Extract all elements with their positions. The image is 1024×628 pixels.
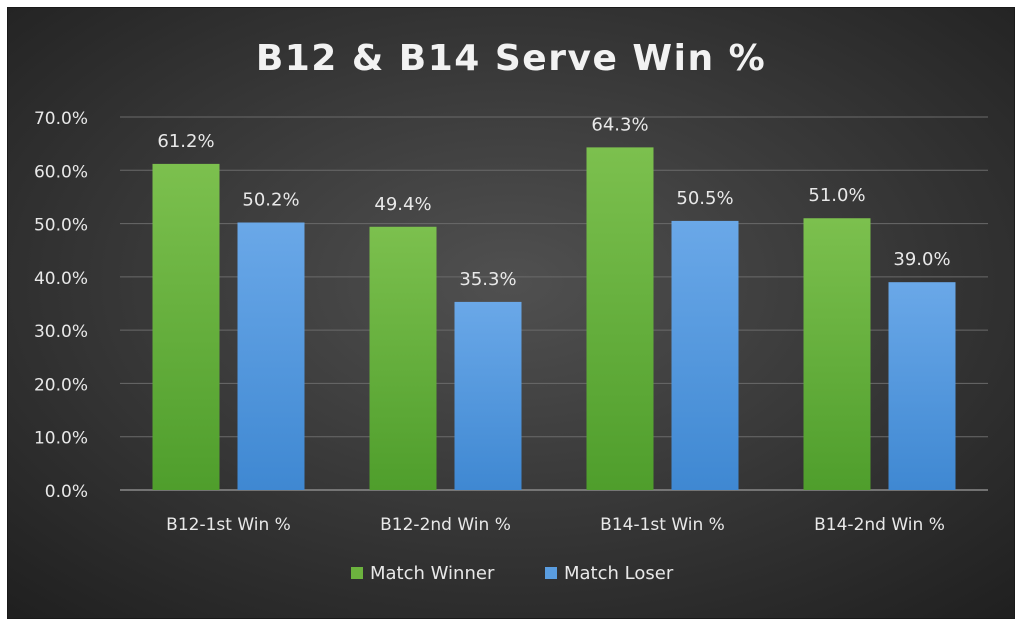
- bar-match-loser-1: [237, 222, 305, 490]
- legend-swatch-match-winner: [351, 567, 363, 579]
- bar-match-loser-3: [671, 220, 739, 490]
- data-label: 64.3%: [591, 114, 648, 135]
- data-label: 50.5%: [676, 188, 733, 209]
- y-tick-label: 10.0%: [34, 429, 88, 449]
- data-label: 35.3%: [459, 269, 516, 290]
- legend-label: Match Winner: [370, 563, 495, 584]
- y-axis-ticks: 0.0% 10.0% 20.0% 30.0% 40.0% 50.0% 60.0% 70.0%: [34, 109, 88, 502]
- data-label: 61.2%: [157, 131, 214, 152]
- data-label: 49.4%: [374, 194, 431, 215]
- x-tick-label: B14-1st Win %: [600, 515, 725, 535]
- bar-match-loser-4: [888, 282, 956, 490]
- chart-frame: B12 & B14 Serve Win % 0.0% 10.0% 20.0% 30.0…: [7, 7, 1015, 619]
- x-tick-label: B12-1st Win %: [166, 515, 291, 535]
- y-tick-label: 40.0%: [34, 269, 88, 289]
- x-axis-ticks: B12-1st Win % B12-2nd Win % B14-1st Win % B…: [166, 515, 945, 535]
- y-tick-label: 50.0%: [34, 216, 88, 236]
- y-tick-label: 60.0%: [34, 162, 88, 182]
- bar-match-winner-2: [369, 226, 437, 491]
- legend-swatch-match-loser: [545, 567, 557, 579]
- bar-match-winner-4: [803, 218, 871, 490]
- x-tick-label: B14-2nd Win %: [814, 515, 945, 535]
- y-tick-label: 70.0%: [34, 109, 88, 129]
- chart-title: B12 & B14 Serve Win %: [256, 38, 766, 79]
- y-tick-label: 0.0%: [45, 482, 88, 502]
- y-tick-label: 30.0%: [34, 322, 88, 342]
- data-label: 50.2%: [242, 190, 299, 211]
- x-tick-label: B12-2nd Win %: [380, 515, 511, 535]
- bar-match-winner-1: [152, 163, 220, 491]
- data-labels: 61.2% 50.2% 49.4% 35.3% 64.3% 50.5% 51.0% 39.0%: [157, 114, 950, 290]
- data-label: 51.0%: [808, 185, 865, 206]
- y-tick-label: 20.0%: [34, 375, 88, 395]
- legend-label: Match Loser: [564, 563, 674, 584]
- bar-match-loser-2: [454, 301, 522, 490]
- bar-chart: B12 & B14 Serve Win % 0.0% 10.0% 20.0% 30.0…: [8, 8, 1014, 618]
- bar-match-winner-3: [586, 147, 654, 490]
- bars: [152, 147, 956, 491]
- data-label: 39.0%: [893, 249, 950, 270]
- legend: Match Winner Match Loser: [351, 563, 674, 584]
